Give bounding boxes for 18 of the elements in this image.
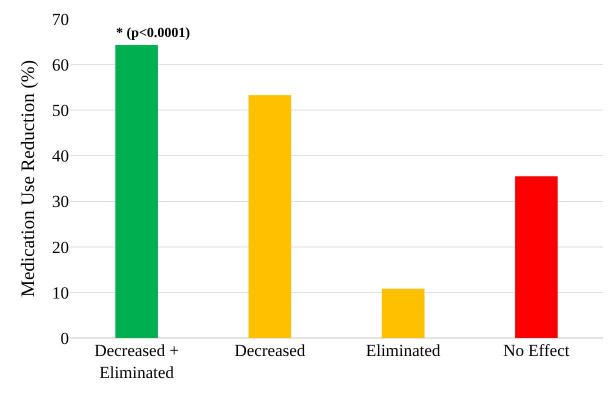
- y-tick-label: 20: [52, 238, 69, 257]
- y-tick-label: 30: [52, 192, 69, 212]
- bar: [248, 95, 292, 338]
- y-tick-label: 10: [52, 283, 69, 302]
- y-tick-label: 60: [52, 56, 69, 75]
- bar: [382, 288, 424, 338]
- annotation: * (p<0.0001): [116, 26, 190, 41]
- y-tick-label: 40: [52, 146, 69, 166]
- bar: [115, 44, 158, 338]
- y-axis-title: Medication Use Reduction (%): [18, 60, 39, 297]
- y-tick-label: 0: [60, 328, 69, 348]
- x-tick-label: No Effect: [503, 341, 570, 360]
- x-tick-label: Decreased: [234, 341, 306, 360]
- x-tick-label: Eliminated: [366, 341, 441, 360]
- bar: [515, 176, 558, 338]
- x-tick-label: Decreased + Eliminated: [94, 341, 179, 382]
- y-tick-label: 50: [52, 101, 69, 120]
- y-tick-label: 70: [52, 10, 69, 29]
